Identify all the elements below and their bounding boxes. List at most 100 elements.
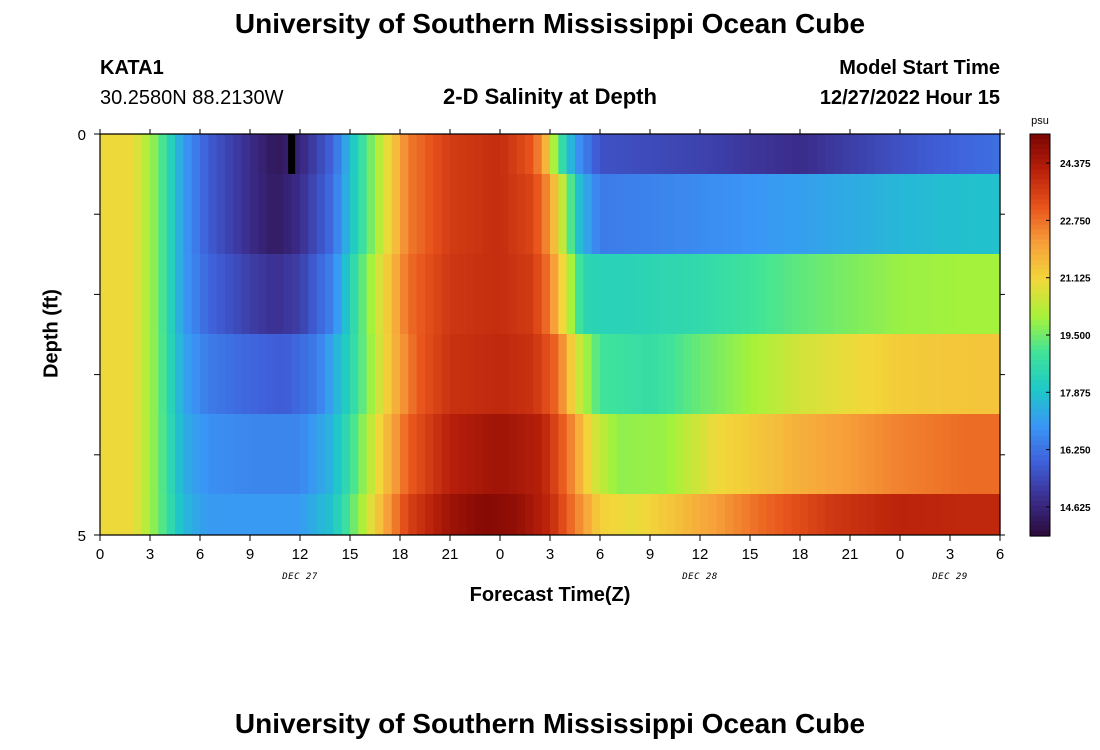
heatmap-cell — [700, 494, 709, 535]
colorbar-segment — [1030, 385, 1050, 391]
x-tick-label: 3 — [946, 546, 954, 563]
heatmap-cell — [333, 254, 343, 334]
colorbar-segment — [1030, 299, 1050, 306]
heatmap-cell — [891, 174, 901, 254]
heatmap-cell — [241, 174, 251, 254]
colorbar-segment — [1030, 279, 1050, 286]
heatmap-cell — [158, 254, 168, 334]
heatmap-cell — [658, 414, 668, 494]
colorbar-segment — [1030, 415, 1050, 422]
heatmap-cell — [400, 334, 409, 414]
heatmap-cell — [633, 414, 643, 494]
heatmap-cell — [350, 334, 359, 414]
heatmap-cell — [958, 334, 968, 414]
heatmap-cell — [725, 134, 734, 174]
heatmap-cell — [650, 334, 659, 414]
colorbar-segment — [1030, 495, 1050, 502]
x-tick-label: 3 — [546, 546, 554, 563]
heatmap-cell — [166, 254, 176, 334]
colorbar-unit: psu — [1031, 115, 1049, 127]
heatmap-cell — [800, 174, 809, 254]
heatmap-cell — [741, 494, 751, 535]
heatmap-cell — [633, 174, 643, 254]
heatmap-cell — [941, 174, 951, 254]
heatmap-cell — [175, 174, 184, 254]
heatmap-cell — [566, 134, 576, 174]
colorbar-segment — [1030, 410, 1050, 416]
heatmap-cell — [500, 174, 509, 254]
heatmap-cell — [625, 334, 634, 414]
heatmap-cell — [575, 254, 584, 334]
heatmap-cell — [125, 494, 134, 535]
heatmap-cell — [908, 134, 918, 174]
heatmap-cell — [391, 334, 401, 414]
heatmap-cell — [975, 414, 984, 494]
colorbar-segment — [1030, 350, 1050, 356]
x-tick-label: 0 — [96, 546, 104, 563]
heatmap-cell — [416, 414, 426, 494]
heatmap-cell — [875, 254, 884, 334]
heatmap-cell — [691, 494, 701, 535]
heatmap-cell — [875, 174, 884, 254]
heatmap-cell — [933, 414, 943, 494]
heatmap-cell — [141, 494, 151, 535]
heatmap-cell — [500, 414, 509, 494]
heatmap-cell — [483, 134, 493, 174]
heatmap-cell — [975, 134, 984, 174]
colorbar-segment — [1030, 239, 1050, 246]
heatmap-cell — [666, 334, 676, 414]
heatmap-cell — [150, 134, 159, 174]
heatmap-cell — [533, 174, 543, 254]
heatmap-cell — [841, 414, 851, 494]
heatmap-cell — [325, 174, 334, 254]
heatmap-cell — [983, 254, 993, 334]
heatmap-cell — [633, 254, 643, 334]
heatmap-cell — [816, 414, 826, 494]
heatmap-cell — [341, 254, 351, 334]
heatmap-cell — [283, 254, 293, 334]
heatmap-cell — [766, 134, 776, 174]
colorbar-segment — [1030, 435, 1050, 442]
heatmap-cell — [641, 174, 651, 254]
heatmap-cell — [783, 414, 793, 494]
heatmap-cell — [858, 414, 868, 494]
heatmap-cell — [300, 494, 309, 535]
colorbar-segment — [1030, 345, 1050, 351]
heatmap-cell — [916, 174, 926, 254]
heatmap-cell — [450, 494, 459, 535]
heatmap-cell — [175, 414, 184, 494]
heatmap-cell — [875, 334, 884, 414]
colorbar-segment — [1030, 395, 1050, 401]
colorbar-segment — [1030, 209, 1050, 215]
heatmap-cell — [483, 494, 493, 535]
heatmap-cell — [133, 174, 143, 254]
heatmap-cell — [408, 174, 418, 254]
heatmap-cell — [741, 414, 751, 494]
heatmap-cell — [450, 174, 459, 254]
heatmap-cell — [300, 134, 309, 174]
heatmap-cell — [766, 414, 776, 494]
heatmap-cell — [266, 134, 276, 174]
heatmap-cell — [775, 134, 784, 174]
heatmap-cell — [716, 134, 726, 174]
heatmap-cell — [641, 414, 651, 494]
heatmap-cell — [300, 174, 309, 254]
heatmap-cell — [775, 334, 784, 414]
heatmap-cell — [325, 414, 334, 494]
x-tick-label: 12 — [292, 546, 309, 563]
heatmap-cell — [241, 414, 251, 494]
colorbar-segment — [1030, 184, 1050, 190]
heatmap-cell — [158, 134, 168, 174]
heatmap-cell — [550, 134, 559, 174]
heatmap-cell — [558, 414, 568, 494]
heatmap-cell — [875, 134, 884, 174]
colorbar-segment — [1030, 164, 1050, 170]
heatmap-cell — [258, 134, 268, 174]
heatmap-cell — [358, 174, 368, 254]
chart-subtitle: 2-D Salinity at Depth — [443, 84, 657, 109]
heatmap-cell — [425, 494, 434, 535]
heatmap-cell — [416, 494, 426, 535]
colorbar-segment — [1030, 460, 1050, 467]
heatmap-cell — [325, 334, 334, 414]
heatmap-cell — [108, 334, 118, 414]
